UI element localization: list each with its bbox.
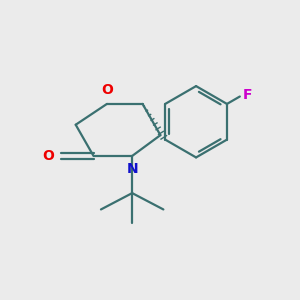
- Text: O: O: [42, 149, 54, 163]
- Text: O: O: [101, 83, 113, 98]
- Text: F: F: [243, 88, 252, 102]
- Text: N: N: [126, 163, 138, 176]
